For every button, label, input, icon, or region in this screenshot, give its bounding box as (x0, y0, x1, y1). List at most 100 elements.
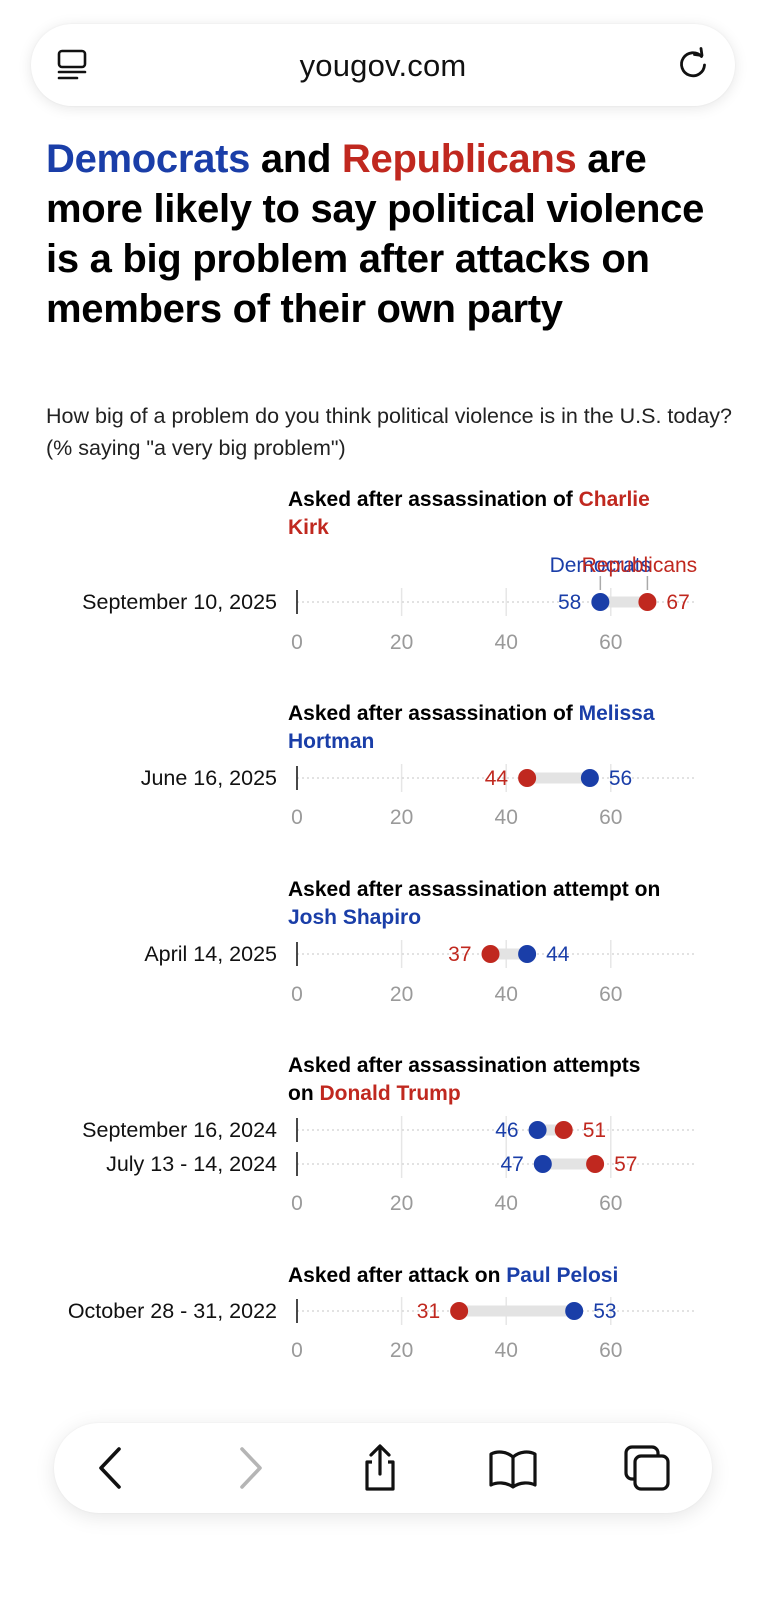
group-title: Kirk (288, 516, 329, 539)
x-tick-label: 40 (495, 806, 518, 829)
address-bar[interactable]: yougov.com (31, 24, 735, 106)
republicans-dot (638, 593, 657, 611)
republicans-dot (481, 945, 500, 963)
group-title-name: Hortman (288, 730, 374, 753)
group-title-prefix: assassination (402, 702, 547, 725)
democrats-value: 44 (546, 943, 570, 966)
legend-democrats: Democrats (550, 554, 652, 577)
group-title-name: Charlie (573, 488, 650, 511)
democrats-value: 53 (593, 1300, 616, 1323)
republicans-dot (586, 1155, 605, 1173)
x-tick-label: 20 (390, 631, 413, 654)
group-title-name: Trump (391, 1082, 461, 1105)
x-tick-label: 20 (390, 1192, 413, 1215)
republicans-dot (450, 1302, 469, 1320)
tabs-icon[interactable] (55, 48, 89, 82)
x-tick-label: 20 (390, 983, 413, 1006)
x-tick-label: 60 (599, 1339, 622, 1362)
democrats-value: 58 (558, 591, 581, 614)
group-title-prefix: after (351, 488, 402, 511)
group-title-prefix: after (351, 1054, 402, 1077)
democrats-dot (518, 945, 537, 963)
group-title-prefix: on (469, 1264, 501, 1287)
legend-republicans: Republicans (582, 554, 698, 577)
row-date-label: October 28 - 31, 2022 (68, 1299, 277, 1323)
group-title-prefix: after (351, 1264, 402, 1287)
x-tick-label: 0 (291, 806, 303, 829)
x-tick-label: 0 (291, 983, 303, 1006)
group-title-prefix: Asked (288, 488, 351, 511)
group-title-prefix: attempts (547, 1054, 640, 1077)
dumbbell-chart: Asked after assassination of Charlie Kirk… (68, 488, 698, 1362)
republicans-dot (554, 1121, 573, 1139)
group-title-prefix: on (288, 1082, 314, 1105)
republicans-value: 51 (583, 1119, 606, 1142)
x-tick-label: 0 (291, 631, 303, 654)
row-date-label: June 16, 2025 (141, 766, 277, 790)
group-title-prefix: attempt (547, 878, 629, 901)
democrats-dot (528, 1121, 547, 1139)
row-date-label: September 16, 2024 (82, 1118, 277, 1142)
group-title-prefix: assassination (402, 488, 547, 511)
back-icon (99, 1447, 121, 1489)
browser-toolbar (54, 1423, 712, 1513)
group-title: Asked after attack on Paul Pelosi (288, 1264, 618, 1287)
group-title-prefix: after (351, 702, 402, 725)
x-tick-label: 40 (495, 631, 518, 654)
democrats-dot (591, 593, 610, 611)
group-title: Asked after assassination attempt on (288, 878, 660, 901)
forward-button[interactable] (224, 1443, 274, 1493)
group-title-prefix: assassination (402, 878, 547, 901)
row-date-label: April 14, 2025 (144, 942, 277, 966)
x-tick-label: 20 (390, 806, 413, 829)
group-title-name: Paul (500, 1264, 550, 1287)
title-republicans: Republicans (341, 137, 577, 181)
tabs-overview-icon (624, 1445, 670, 1491)
x-tick-label: 0 (291, 1339, 303, 1362)
group-title-prefix: Asked (288, 1054, 351, 1077)
x-tick-label: 0 (291, 1192, 303, 1215)
democrats-dot (565, 1302, 584, 1320)
group-title-prefix: attack (402, 1264, 469, 1287)
x-tick-label: 60 (599, 983, 622, 1006)
group-title-name: Shapiro (337, 906, 421, 929)
group-title-name: Kirk (288, 516, 329, 539)
x-tick-label: 40 (495, 1192, 518, 1215)
republicans-value: 37 (448, 943, 471, 966)
reload-icon[interactable] (675, 46, 711, 82)
group-title-name: Melissa (573, 702, 655, 725)
group-title-prefix: after (351, 878, 402, 901)
democrats-dot (580, 769, 599, 787)
bookmarks-button[interactable] (488, 1443, 538, 1493)
title-and: and (250, 137, 342, 181)
group-title-name: Josh (288, 906, 337, 929)
group-title-name: Donald (314, 1082, 391, 1105)
x-tick-label: 60 (599, 631, 622, 654)
republicans-value: 31 (417, 1300, 440, 1323)
tabs-overview-button[interactable] (622, 1443, 672, 1493)
group-title: Josh Shapiro (288, 906, 421, 929)
group-title: Asked after assassination attempts (288, 1054, 640, 1077)
group-title: Hortman (288, 730, 374, 753)
group-title-prefix: Asked (288, 1264, 351, 1287)
group-title-prefix: Asked (288, 702, 351, 725)
bookmarks-icon (489, 1450, 537, 1489)
group-title-prefix: of (547, 488, 574, 511)
row-date-label: July 13 - 14, 2024 (106, 1152, 277, 1176)
group-title-prefix: of (547, 702, 574, 725)
x-tick-label: 60 (599, 806, 622, 829)
share-button[interactable] (355, 1443, 405, 1493)
democrats-value: 46 (495, 1119, 518, 1142)
back-button[interactable] (87, 1443, 137, 1493)
x-tick-label: 40 (495, 983, 518, 1006)
democrats-value: 47 (500, 1153, 523, 1176)
title-rest: are more likely to say political violenc… (46, 137, 705, 331)
democrats-value: 56 (609, 767, 632, 790)
x-tick-label: 40 (495, 1339, 518, 1362)
title-democrats: Democrats (46, 137, 251, 181)
group-title: on Donald Trump (288, 1082, 461, 1105)
url-text[interactable]: yougov.com (299, 48, 467, 83)
forward-icon (240, 1447, 262, 1489)
democrats-dot (533, 1155, 552, 1173)
group-title: Asked after assassination of Charlie (288, 488, 650, 511)
